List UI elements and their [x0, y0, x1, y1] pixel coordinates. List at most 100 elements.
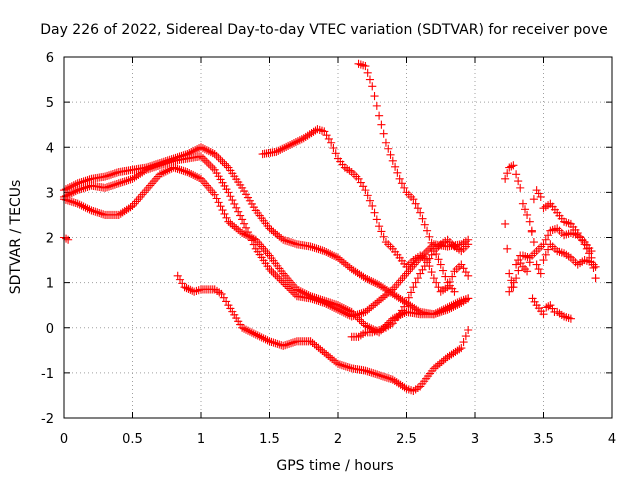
- data-point: [391, 162, 400, 171]
- data-point: [368, 82, 377, 91]
- data-point: [377, 120, 386, 129]
- series-8: [347, 235, 473, 341]
- data-point: [411, 278, 420, 287]
- chart-title: Day 226 of 2022, Sidereal Day-to-day VTE…: [40, 22, 608, 38]
- data-point: [525, 217, 534, 226]
- data-point: [434, 283, 443, 292]
- data-point: [514, 266, 523, 275]
- data-point: [534, 265, 543, 274]
- data-point: [501, 174, 510, 183]
- data-point: [434, 255, 443, 264]
- data-point: [363, 191, 372, 200]
- data-point: [503, 244, 512, 253]
- x-tick-labels: 0 0.5 1 1.5 2 2.5 3 3.5 4: [60, 432, 616, 447]
- data-point: [388, 156, 397, 165]
- data-point: [512, 170, 521, 179]
- series-12: [528, 294, 575, 323]
- data-point: [409, 283, 418, 292]
- y-tick-labels: -2 -1 0 1 2 3 4 5 6: [41, 51, 54, 427]
- data-point: [377, 227, 386, 236]
- data-point: [413, 274, 422, 283]
- data-point: [539, 240, 548, 249]
- plot-frame: [63, 56, 613, 419]
- data-point: [501, 219, 510, 229]
- data-point: [375, 222, 384, 231]
- data-point: [457, 344, 466, 353]
- data-point: [423, 226, 432, 235]
- data-point: [372, 215, 381, 224]
- data-point: [379, 129, 388, 138]
- data-point: [516, 183, 525, 192]
- data-point: [459, 337, 468, 347]
- y-tick-label: 6: [46, 51, 54, 66]
- data-point: [331, 149, 340, 158]
- data-point: [512, 274, 521, 283]
- data-point: [413, 204, 422, 213]
- series-7: [354, 59, 459, 296]
- data-point: [520, 205, 530, 214]
- data-point: [532, 260, 541, 269]
- y-tick-label: -1: [41, 367, 54, 382]
- data-point: [541, 235, 550, 244]
- x-tick-label: 1.5: [259, 432, 280, 447]
- data-point: [372, 101, 381, 110]
- x-axis-label: GPS time / hours: [276, 458, 393, 474]
- x-tick-label: 1: [197, 432, 205, 447]
- data-point: [464, 271, 473, 280]
- series-4: [59, 233, 73, 244]
- data-point: [505, 287, 514, 296]
- data-point: [529, 237, 538, 247]
- x-tick-label: 2.5: [396, 432, 417, 447]
- data-point: [523, 210, 532, 219]
- data-point: [363, 68, 372, 77]
- data-point: [527, 226, 536, 235]
- data-point: [420, 220, 429, 229]
- data-point: [536, 269, 545, 278]
- data-point: [505, 269, 514, 278]
- grid-lines: [64, 57, 612, 418]
- series-9: [501, 161, 600, 278]
- x-tick-label: 4: [608, 432, 616, 447]
- x-tick-label: 3.5: [533, 432, 554, 447]
- y-tick-label: 3: [46, 186, 54, 201]
- data-point: [327, 138, 336, 147]
- data-point: [450, 287, 459, 296]
- data-point: [393, 168, 402, 177]
- series-1: [59, 143, 473, 319]
- data-point: [448, 272, 457, 281]
- data-point: [518, 199, 527, 208]
- data-point: [409, 195, 418, 204]
- data-point: [375, 111, 384, 120]
- data-point: [370, 208, 379, 217]
- x-tick-label: 0.5: [122, 432, 143, 447]
- data-point: [427, 238, 436, 247]
- data-point: [361, 186, 370, 195]
- data-point: [539, 256, 548, 265]
- data-point: [509, 161, 518, 170]
- data-point: [329, 143, 338, 153]
- data-point: [536, 192, 545, 201]
- data-point: [464, 240, 473, 249]
- y-tick-label: 1: [46, 277, 54, 292]
- data-point: [516, 259, 525, 268]
- data-point: [402, 298, 411, 307]
- data-point: [407, 288, 416, 297]
- data-point: [404, 293, 413, 302]
- data-point: [539, 310, 548, 319]
- data-point: [384, 144, 393, 153]
- data-point: [379, 232, 388, 241]
- data-point: [418, 214, 427, 223]
- data-point: [587, 246, 596, 256]
- series-2: [59, 152, 473, 321]
- data-point: [503, 169, 512, 178]
- y-axis-label: SDTVAR / TECUs: [8, 180, 24, 295]
- data-point: [365, 196, 375, 205]
- data-point: [411, 199, 420, 208]
- data-point: [400, 183, 409, 192]
- data-point: [591, 274, 600, 283]
- data-point: [368, 201, 377, 210]
- x-tick-label: 0: [60, 432, 68, 447]
- data-point: [241, 223, 251, 232]
- y-tick-label: 0: [46, 322, 54, 337]
